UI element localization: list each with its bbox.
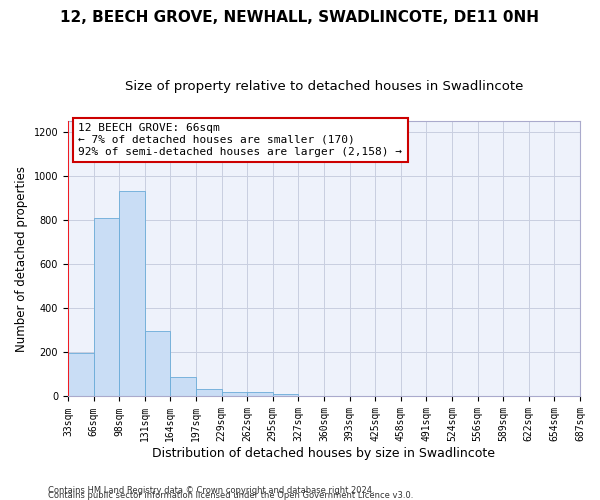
Bar — [196, 388, 221, 396]
Text: Contains HM Land Registry data © Crown copyright and database right 2024.: Contains HM Land Registry data © Crown c… — [48, 486, 374, 495]
Text: Contains public sector information licensed under the Open Government Licence v3: Contains public sector information licen… — [48, 491, 413, 500]
Bar — [247, 392, 273, 396]
X-axis label: Distribution of detached houses by size in Swadlincote: Distribution of detached houses by size … — [152, 447, 496, 460]
Bar — [170, 377, 196, 396]
Text: 12, BEECH GROVE, NEWHALL, SWADLINCOTE, DE11 0NH: 12, BEECH GROVE, NEWHALL, SWADLINCOTE, D… — [61, 10, 539, 25]
Bar — [68, 354, 94, 397]
Bar — [145, 332, 170, 396]
Title: Size of property relative to detached houses in Swadlincote: Size of property relative to detached ho… — [125, 80, 523, 93]
Text: 12 BEECH GROVE: 66sqm
← 7% of detached houses are smaller (170)
92% of semi-deta: 12 BEECH GROVE: 66sqm ← 7% of detached h… — [78, 124, 402, 156]
Bar — [119, 191, 145, 396]
Y-axis label: Number of detached properties: Number of detached properties — [15, 166, 28, 352]
Bar — [94, 218, 119, 396]
Bar — [221, 392, 247, 396]
Bar — [273, 394, 298, 396]
